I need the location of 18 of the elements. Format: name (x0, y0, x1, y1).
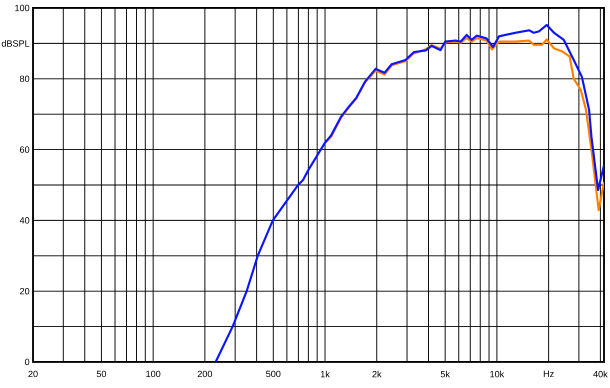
x-tick-label: 1k (320, 370, 330, 378)
x-tick-label: 200 (198, 370, 212, 378)
x-tick-label: Hz (544, 370, 554, 377)
y-tick-label: 100 (15, 4, 30, 12)
x-tick-label: 5k (440, 370, 450, 378)
y-tick-label: 0 (24, 358, 30, 366)
y-tick-label: 40 (20, 217, 30, 224)
y-tick-label: 80 (20, 76, 30, 82)
x-tick-label: 50 (96, 370, 106, 378)
x-tick-label: 10k (490, 370, 504, 378)
x-tick-label: 2k (372, 370, 382, 378)
y-tick-label: 60 (20, 146, 30, 153)
y-tick-label: dBSPL (2, 40, 30, 47)
x-tick-label: 40k (593, 370, 608, 378)
x-tick-label: 20 (28, 370, 38, 378)
x-tick-label: 500 (266, 370, 280, 378)
x-tick-label: 100 (146, 370, 160, 378)
y-tick-label: 20 (20, 288, 30, 294)
